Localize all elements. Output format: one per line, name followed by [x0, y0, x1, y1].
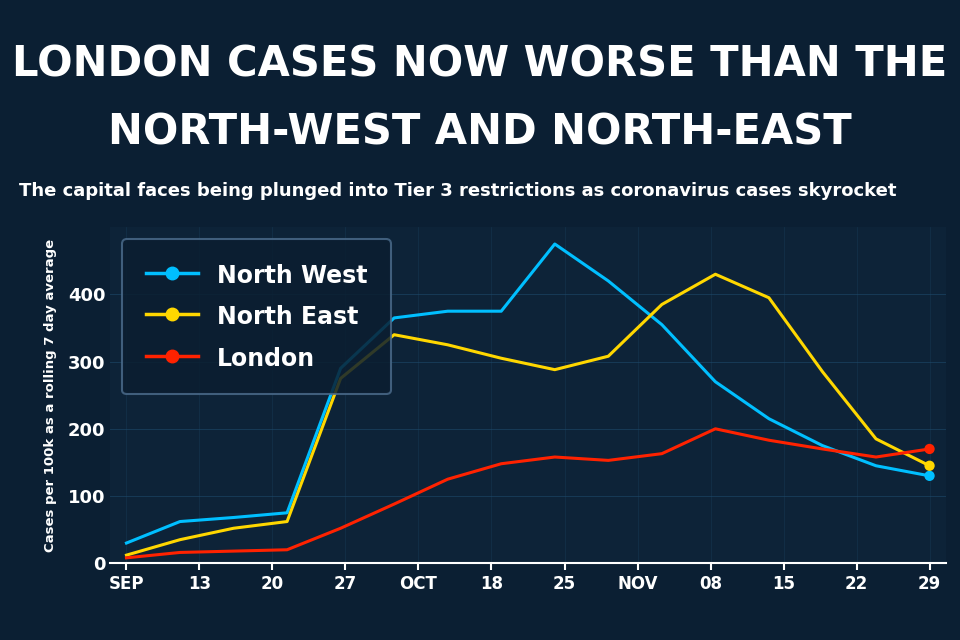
Point — [922, 444, 937, 454]
Legend: North West, North East, London: North West, North East, London — [122, 239, 391, 394]
Y-axis label: Cases per 100k as a rolling 7 day average: Cases per 100k as a rolling 7 day averag… — [44, 239, 57, 552]
Text: The capital faces being plunged into Tier 3 restrictions as coronavirus cases sk: The capital faces being plunged into Tie… — [19, 182, 897, 200]
Point — [922, 461, 937, 471]
Text: LONDON CASES NOW WORSE THAN THE: LONDON CASES NOW WORSE THAN THE — [12, 44, 948, 86]
Point — [922, 471, 937, 481]
Text: NORTH-WEST AND NORTH-EAST: NORTH-WEST AND NORTH-EAST — [108, 111, 852, 154]
